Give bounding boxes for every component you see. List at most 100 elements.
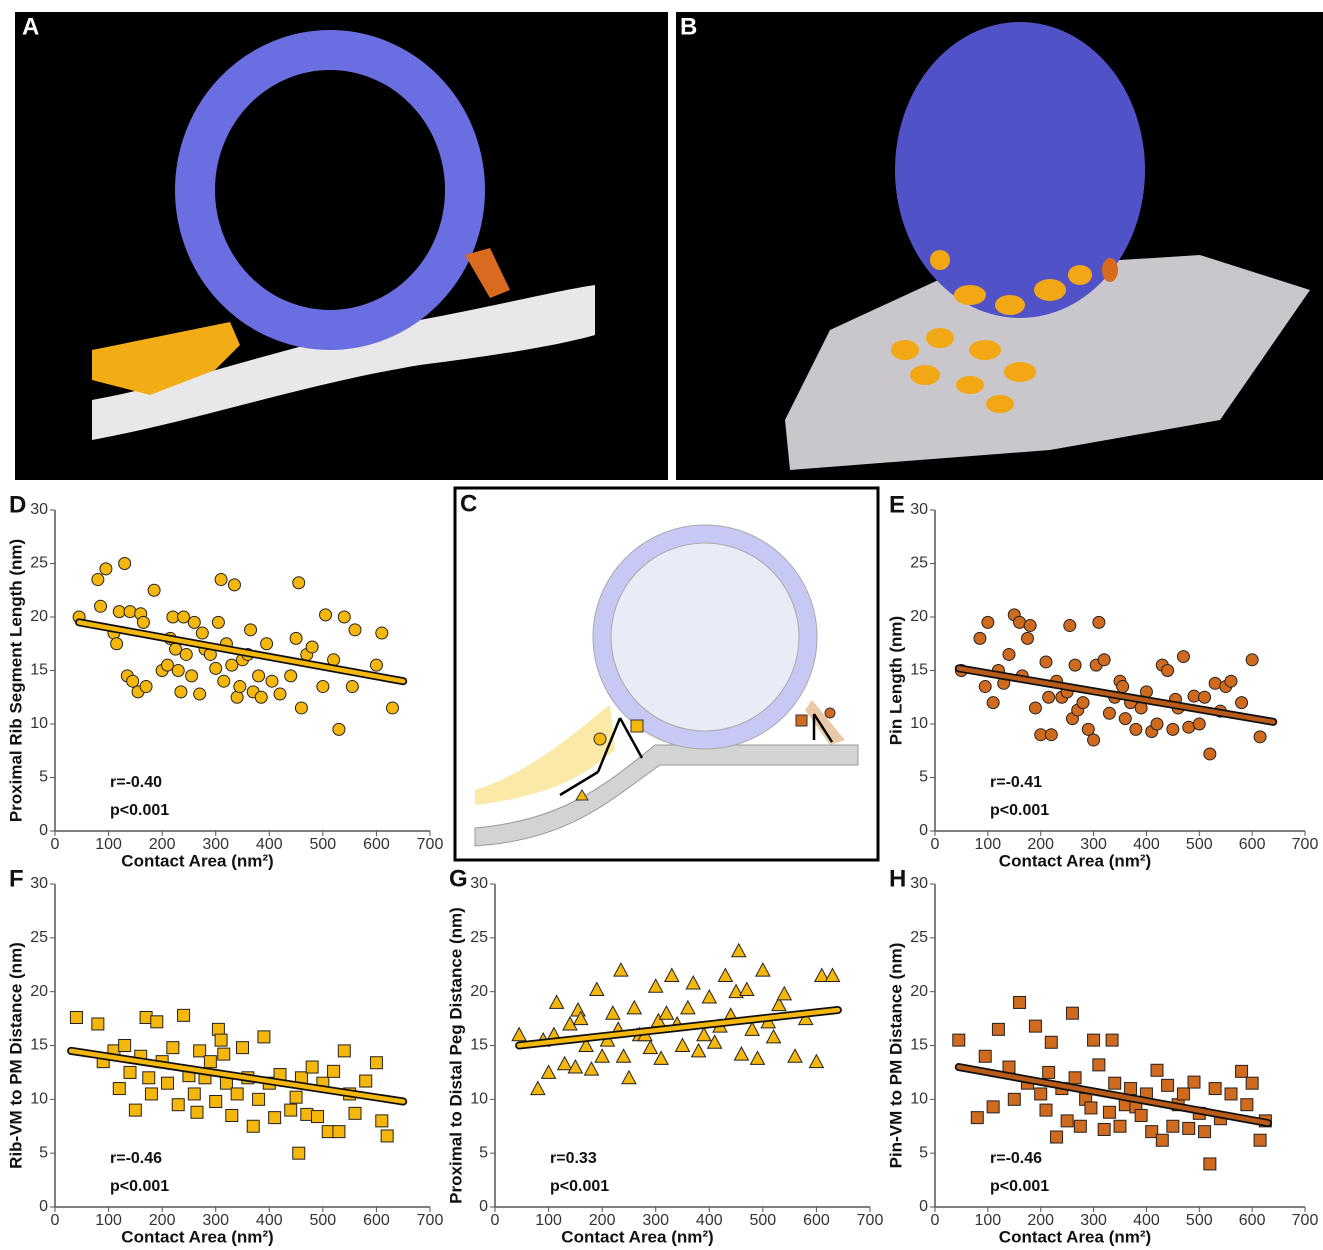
y-tick-label: 15 xyxy=(910,1037,928,1054)
x-tick-label: 500 xyxy=(1186,1212,1213,1229)
point xyxy=(971,1112,983,1124)
x-tick-label: 0 xyxy=(931,836,940,853)
point xyxy=(231,691,243,703)
x-tick-label: 100 xyxy=(95,1212,122,1229)
point xyxy=(1022,632,1034,644)
point xyxy=(228,579,240,591)
x-tick-label: 700 xyxy=(857,1212,884,1229)
y-tick-label: 25 xyxy=(470,929,488,946)
point xyxy=(140,681,152,693)
point xyxy=(622,1071,636,1084)
pin xyxy=(1102,258,1118,282)
point xyxy=(247,1120,259,1132)
point xyxy=(1199,691,1211,703)
point xyxy=(218,1048,230,1060)
y-tick-label: 30 xyxy=(910,501,928,518)
point xyxy=(162,1077,174,1089)
point xyxy=(301,1108,313,1120)
x-axis-title: Contact Area (nm²) xyxy=(121,851,273,870)
point xyxy=(1106,1034,1118,1046)
point xyxy=(1029,1020,1041,1032)
panel-label: B xyxy=(680,13,697,40)
point xyxy=(649,979,663,992)
point xyxy=(732,944,746,957)
point xyxy=(111,638,123,650)
y-tick-label: 30 xyxy=(30,501,48,518)
point xyxy=(333,1126,345,1138)
point xyxy=(269,1112,281,1124)
point xyxy=(172,1099,184,1111)
point xyxy=(987,1101,999,1113)
point xyxy=(194,688,206,700)
point xyxy=(129,1104,141,1116)
x-tick-label: 500 xyxy=(1186,836,1213,853)
point xyxy=(1035,1088,1047,1100)
x-tick-label: 100 xyxy=(535,1212,562,1229)
y-tick-label: 10 xyxy=(470,1091,488,1108)
point xyxy=(1193,718,1205,730)
point xyxy=(191,1106,203,1118)
point xyxy=(180,648,192,660)
point xyxy=(1241,1099,1253,1111)
point xyxy=(293,1147,305,1159)
point xyxy=(1029,702,1041,714)
point xyxy=(992,1023,1004,1035)
point xyxy=(606,1006,620,1019)
point xyxy=(1040,1104,1052,1116)
y-axis-title: Proximal to Distal Peg Distance (nm) xyxy=(446,907,465,1204)
y-tick-label: 0 xyxy=(479,1198,488,1215)
point xyxy=(148,584,160,596)
point xyxy=(194,1045,206,1057)
point xyxy=(226,659,238,671)
point xyxy=(231,1088,243,1100)
point xyxy=(1117,681,1129,693)
point xyxy=(1098,654,1110,666)
x-tick-label: 100 xyxy=(95,836,122,853)
point xyxy=(119,558,131,570)
point xyxy=(95,600,107,612)
point xyxy=(1045,729,1057,741)
point xyxy=(1177,1088,1189,1100)
point xyxy=(215,574,227,586)
y-tick-label: 5 xyxy=(479,1144,488,1161)
point xyxy=(745,1022,759,1035)
point xyxy=(204,1056,216,1068)
point xyxy=(1069,1072,1081,1084)
point xyxy=(215,1034,227,1046)
point xyxy=(124,606,136,618)
point xyxy=(124,1066,136,1078)
point xyxy=(317,681,329,693)
y-tick-label: 15 xyxy=(470,1037,488,1054)
scatter-chart: 0510152025300100200300400500600700Contac… xyxy=(886,491,1318,870)
point xyxy=(740,983,754,996)
panel-label: F xyxy=(9,865,24,892)
point xyxy=(1119,713,1131,725)
point xyxy=(571,1003,585,1016)
point xyxy=(681,1001,695,1014)
point xyxy=(1085,1102,1097,1114)
x-tick-label: 600 xyxy=(1239,1212,1266,1229)
marker xyxy=(594,733,606,745)
y-tick-label: 0 xyxy=(39,1198,48,1215)
point xyxy=(708,1035,722,1048)
point xyxy=(1188,1076,1200,1088)
y-axis-title: Proximal Rib Segment Length (nm) xyxy=(6,539,25,822)
y-tick-label: 5 xyxy=(39,769,48,786)
y-tick-label: 25 xyxy=(30,555,48,572)
panel-label: E xyxy=(889,491,905,518)
point xyxy=(1061,1115,1073,1127)
x-axis-title: Contact Area (nm²) xyxy=(999,1227,1151,1246)
point xyxy=(127,675,139,687)
point xyxy=(328,1065,340,1077)
point xyxy=(1204,748,1216,760)
x-tick-label: 0 xyxy=(931,1212,940,1229)
point xyxy=(1162,665,1174,677)
x-tick-label: 500 xyxy=(310,1212,337,1229)
x-tick-label: 600 xyxy=(363,836,390,853)
point xyxy=(1103,707,1115,719)
y-tick-label: 10 xyxy=(910,1091,928,1108)
x-tick-label: 600 xyxy=(1239,836,1266,853)
point xyxy=(188,1088,200,1100)
point xyxy=(100,563,112,575)
